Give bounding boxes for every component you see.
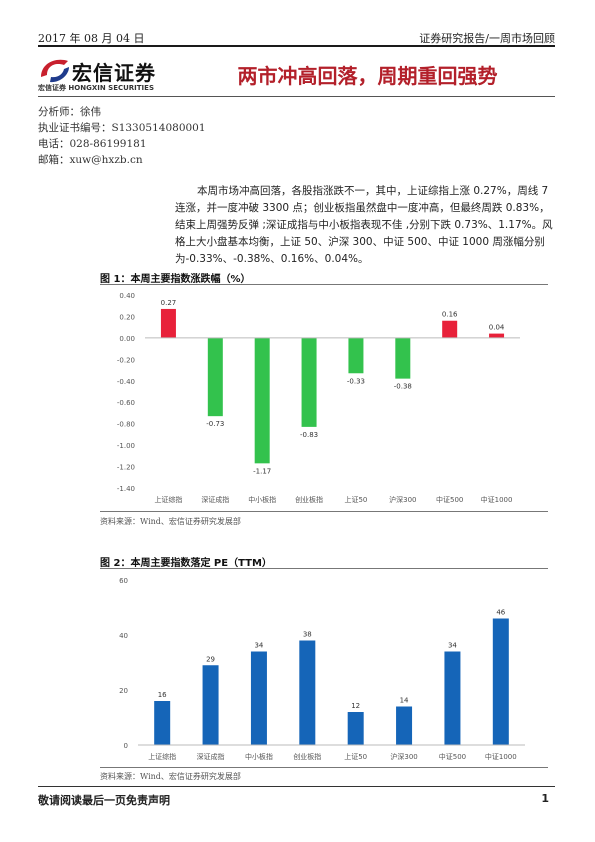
bar bbox=[207, 337, 223, 417]
summary-paragraph: 本周市场冲高回落，各股指涨跌不一，其中，上证综指上涨 0.27%，周线 7 连涨… bbox=[175, 185, 553, 265]
bar bbox=[492, 618, 509, 745]
analyst-phone: 电话：028-86199181 bbox=[38, 138, 147, 150]
page-number: 1 bbox=[541, 792, 549, 805]
bar bbox=[160, 308, 176, 338]
data-label: -0.83 bbox=[300, 431, 318, 439]
bar bbox=[202, 665, 219, 745]
figure1-top-rule bbox=[100, 284, 548, 285]
x-tick-label: 深证成指 bbox=[201, 495, 229, 504]
x-tick-label: 上证综指 bbox=[154, 495, 182, 504]
data-label: 46 bbox=[496, 609, 505, 617]
bar bbox=[254, 337, 270, 464]
bar bbox=[299, 640, 316, 745]
figure1-source: 资料来源：Wind、宏信证券研究发展部 bbox=[100, 517, 241, 526]
y-tick-label: 20 bbox=[119, 687, 128, 695]
figure2-title: 图 2：本周主要指数落定 PE（TTM） bbox=[100, 558, 272, 569]
x-tick-label: 沪深300 bbox=[390, 752, 417, 761]
y-tick-label: -0.60 bbox=[117, 399, 135, 407]
analyst-email[interactable]: 邮箱：xuw@hxzb.cn bbox=[38, 154, 143, 166]
x-tick-label: 中小板指 bbox=[245, 752, 273, 761]
figure2-bottom-rule bbox=[100, 767, 548, 768]
header-divider bbox=[38, 45, 555, 47]
y-tick-label: 0 bbox=[124, 742, 128, 750]
x-tick-label: 中证500 bbox=[436, 495, 463, 504]
logo-name-en: 宏信证券 HONGXIN SECURITIES bbox=[38, 84, 154, 92]
disclaimer-link[interactable]: 敬请阅读最后一页免责声明 bbox=[38, 794, 170, 807]
data-label: 0.04 bbox=[489, 324, 505, 332]
x-tick-label: 中证1000 bbox=[481, 495, 513, 504]
data-label: -1.17 bbox=[253, 467, 271, 475]
bar bbox=[489, 333, 505, 338]
analyst-cert: 执业证书编号：S1330514080001 bbox=[38, 122, 206, 134]
report-date: 2017 年 08 月 04 日 bbox=[38, 32, 145, 45]
data-label: -0.33 bbox=[347, 377, 365, 385]
x-tick-label: 中小板指 bbox=[248, 495, 276, 504]
bar bbox=[348, 337, 364, 374]
data-label: 16 bbox=[158, 691, 167, 699]
y-tick-label: -0.40 bbox=[117, 378, 135, 386]
title-divider bbox=[38, 96, 555, 97]
figure2-source: 资料来源：Wind、宏信证券研究发展部 bbox=[100, 772, 241, 781]
figure1-bottom-rule bbox=[100, 511, 548, 512]
y-tick-label: 60 bbox=[119, 577, 128, 585]
x-tick-label: 创业板指 bbox=[295, 495, 323, 504]
data-label: 34 bbox=[448, 642, 457, 650]
bar bbox=[301, 337, 317, 427]
bar bbox=[396, 706, 413, 745]
x-tick-label: 深证成指 bbox=[197, 752, 225, 761]
data-label: 0.16 bbox=[442, 311, 458, 319]
figure2-chart: 60 40 20 0 16 上证综指 29 深证成指 34 中小板指 38 创业板指 12 上证50 14 沪… bbox=[119, 577, 525, 761]
y-tick-label: -1.20 bbox=[117, 464, 135, 472]
y-tick-label: -1.00 bbox=[117, 442, 135, 450]
data-label: 12 bbox=[351, 702, 360, 710]
data-label: 0.27 bbox=[161, 299, 177, 307]
figure2-top-rule bbox=[100, 568, 548, 569]
x-tick-label: 上证50 bbox=[344, 752, 367, 761]
bar bbox=[347, 712, 364, 745]
report-type: 证券研究报告/一周市场回顾 bbox=[419, 32, 555, 45]
data-label: 14 bbox=[400, 697, 409, 705]
y-tick-label: -0.20 bbox=[117, 356, 135, 364]
logo-mark-icon bbox=[41, 59, 69, 83]
data-label: -0.73 bbox=[206, 420, 224, 428]
data-label: -0.38 bbox=[394, 383, 412, 391]
x-tick-label: 创业板指 bbox=[293, 752, 321, 761]
y-tick-label: 40 bbox=[119, 632, 128, 640]
analyst-name: 分析师：徐伟 bbox=[38, 106, 101, 118]
figure1-title: 图 1：本周主要指数涨跌幅（%） bbox=[100, 274, 251, 285]
bar bbox=[444, 651, 461, 745]
y-tick-label: 0.40 bbox=[119, 292, 135, 300]
data-label: 38 bbox=[303, 631, 312, 639]
bar bbox=[154, 701, 171, 745]
company-logo: 宏信证券 宏信证券 HONGXIN SECURITIES bbox=[38, 55, 160, 95]
bar bbox=[442, 320, 458, 338]
x-tick-label: 中证500 bbox=[439, 752, 466, 761]
y-tick-label: 0.20 bbox=[119, 313, 135, 321]
y-tick-label: 0.00 bbox=[119, 335, 135, 343]
x-tick-label: 沪深300 bbox=[389, 495, 416, 504]
bar bbox=[250, 651, 267, 745]
data-label: 34 bbox=[254, 642, 263, 650]
data-label: 29 bbox=[206, 655, 215, 663]
x-tick-label: 上证50 bbox=[344, 495, 367, 504]
x-tick-label: 上证综指 bbox=[148, 752, 176, 761]
bar bbox=[395, 337, 411, 379]
report-title: 两市冲高回落，周期重回强势 bbox=[237, 64, 498, 88]
logo-name-cn: 宏信证券 bbox=[72, 61, 156, 85]
analyst-info: 分析师：徐伟 执业证书编号：S1330514080001 电话：028-8619… bbox=[38, 104, 206, 168]
y-tick-label: -1.40 bbox=[117, 485, 135, 493]
figure1-chart: 0.40 0.20 0.00 -0.20 -0.40 -0.60 -0.80 -1.00 -1.… bbox=[117, 292, 520, 504]
y-tick-label: -0.80 bbox=[117, 421, 135, 429]
footer-divider bbox=[38, 786, 555, 787]
x-tick-label: 中证1000 bbox=[485, 752, 517, 761]
